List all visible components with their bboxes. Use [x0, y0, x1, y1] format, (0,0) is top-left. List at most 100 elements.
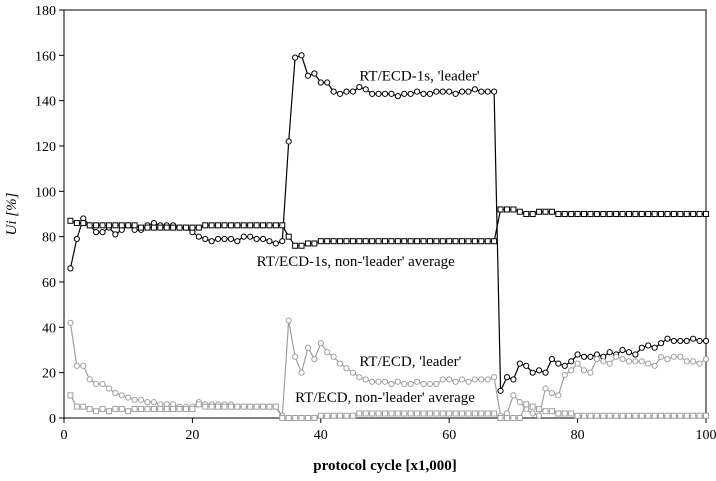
data-point	[471, 238, 478, 245]
data-point	[497, 206, 504, 213]
data-point	[86, 222, 93, 229]
data-point	[253, 403, 260, 410]
data-point	[407, 238, 414, 245]
data-point	[330, 353, 337, 360]
data-point	[561, 410, 568, 417]
data-point	[587, 412, 594, 419]
data-point	[381, 378, 389, 385]
data-point	[426, 238, 433, 245]
data-point	[266, 238, 273, 245]
data-point	[420, 380, 427, 388]
data-point	[535, 412, 543, 419]
data-point	[73, 235, 80, 243]
data-point	[670, 353, 678, 360]
data-point	[93, 380, 100, 388]
data-point	[394, 410, 401, 417]
data-point	[555, 392, 562, 399]
data-point	[516, 399, 523, 406]
data-point	[683, 211, 690, 217]
data-point	[208, 403, 215, 410]
data-point	[73, 403, 80, 410]
data-point	[304, 72, 312, 79]
data-point	[240, 233, 247, 240]
data-point	[645, 412, 652, 419]
x-tick-label: 0	[61, 428, 68, 443]
data-point	[484, 410, 491, 417]
data-point	[202, 222, 209, 229]
series-1	[67, 52, 710, 394]
data-point	[131, 405, 138, 412]
data-point	[593, 211, 600, 217]
data-point	[548, 208, 555, 215]
data-point	[343, 238, 350, 245]
data-point	[510, 392, 517, 399]
data-point	[606, 211, 613, 217]
data-point	[503, 374, 511, 381]
data-point	[703, 412, 709, 419]
annotations: RT/ECD-1s, 'leader' RT/ECD-1s, non-'leade…	[257, 68, 480, 406]
data-point	[574, 211, 581, 217]
data-point	[452, 378, 459, 385]
data-point	[645, 360, 652, 367]
data-point	[93, 222, 100, 229]
data-point	[587, 369, 594, 376]
data-point	[587, 211, 594, 217]
data-point	[555, 211, 562, 217]
data-point	[503, 206, 510, 213]
data-point	[523, 401, 530, 408]
data-point	[625, 211, 632, 217]
data-point	[664, 335, 671, 342]
data-point	[388, 380, 395, 388]
data-point	[491, 88, 498, 95]
data-point	[298, 369, 305, 376]
series-group	[67, 52, 710, 421]
data-point	[67, 217, 74, 224]
data-point	[253, 222, 260, 229]
data-point	[279, 238, 286, 245]
data-point	[426, 410, 433, 417]
data-point	[253, 235, 260, 243]
data-point	[452, 238, 459, 245]
data-point	[317, 340, 324, 347]
x-tick-label: 100	[696, 428, 716, 443]
data-point	[478, 410, 485, 417]
data-point	[484, 376, 491, 383]
data-point	[362, 238, 369, 245]
data-point	[80, 362, 87, 369]
data-point	[548, 389, 556, 397]
data-point	[619, 346, 626, 354]
data-point	[702, 337, 710, 345]
data-point	[105, 385, 113, 392]
data-point	[574, 351, 581, 358]
data-point	[632, 358, 639, 365]
data-point	[446, 376, 453, 383]
data-point	[202, 235, 209, 243]
data-point	[227, 235, 235, 243]
data-point	[420, 410, 427, 417]
data-point	[221, 235, 228, 243]
data-point	[478, 376, 485, 383]
data-point	[80, 220, 87, 227]
data-point	[690, 358, 697, 365]
data-point	[606, 360, 613, 367]
data-point	[292, 242, 299, 249]
data-point	[349, 238, 356, 245]
data-point	[458, 376, 466, 383]
data-point	[67, 392, 74, 399]
data-point	[375, 410, 382, 417]
data-point	[625, 349, 633, 356]
data-point	[189, 224, 196, 231]
data-point	[542, 208, 549, 215]
data-point	[150, 405, 157, 412]
data-point	[613, 353, 620, 360]
data-point	[497, 415, 504, 421]
data-point	[285, 415, 292, 421]
data-point	[568, 211, 575, 217]
data-point	[471, 376, 478, 383]
data-point	[388, 238, 395, 245]
data-point	[214, 235, 222, 243]
data-point	[99, 222, 106, 229]
data-point	[523, 211, 530, 217]
data-point	[619, 412, 626, 419]
data-point	[189, 405, 196, 412]
